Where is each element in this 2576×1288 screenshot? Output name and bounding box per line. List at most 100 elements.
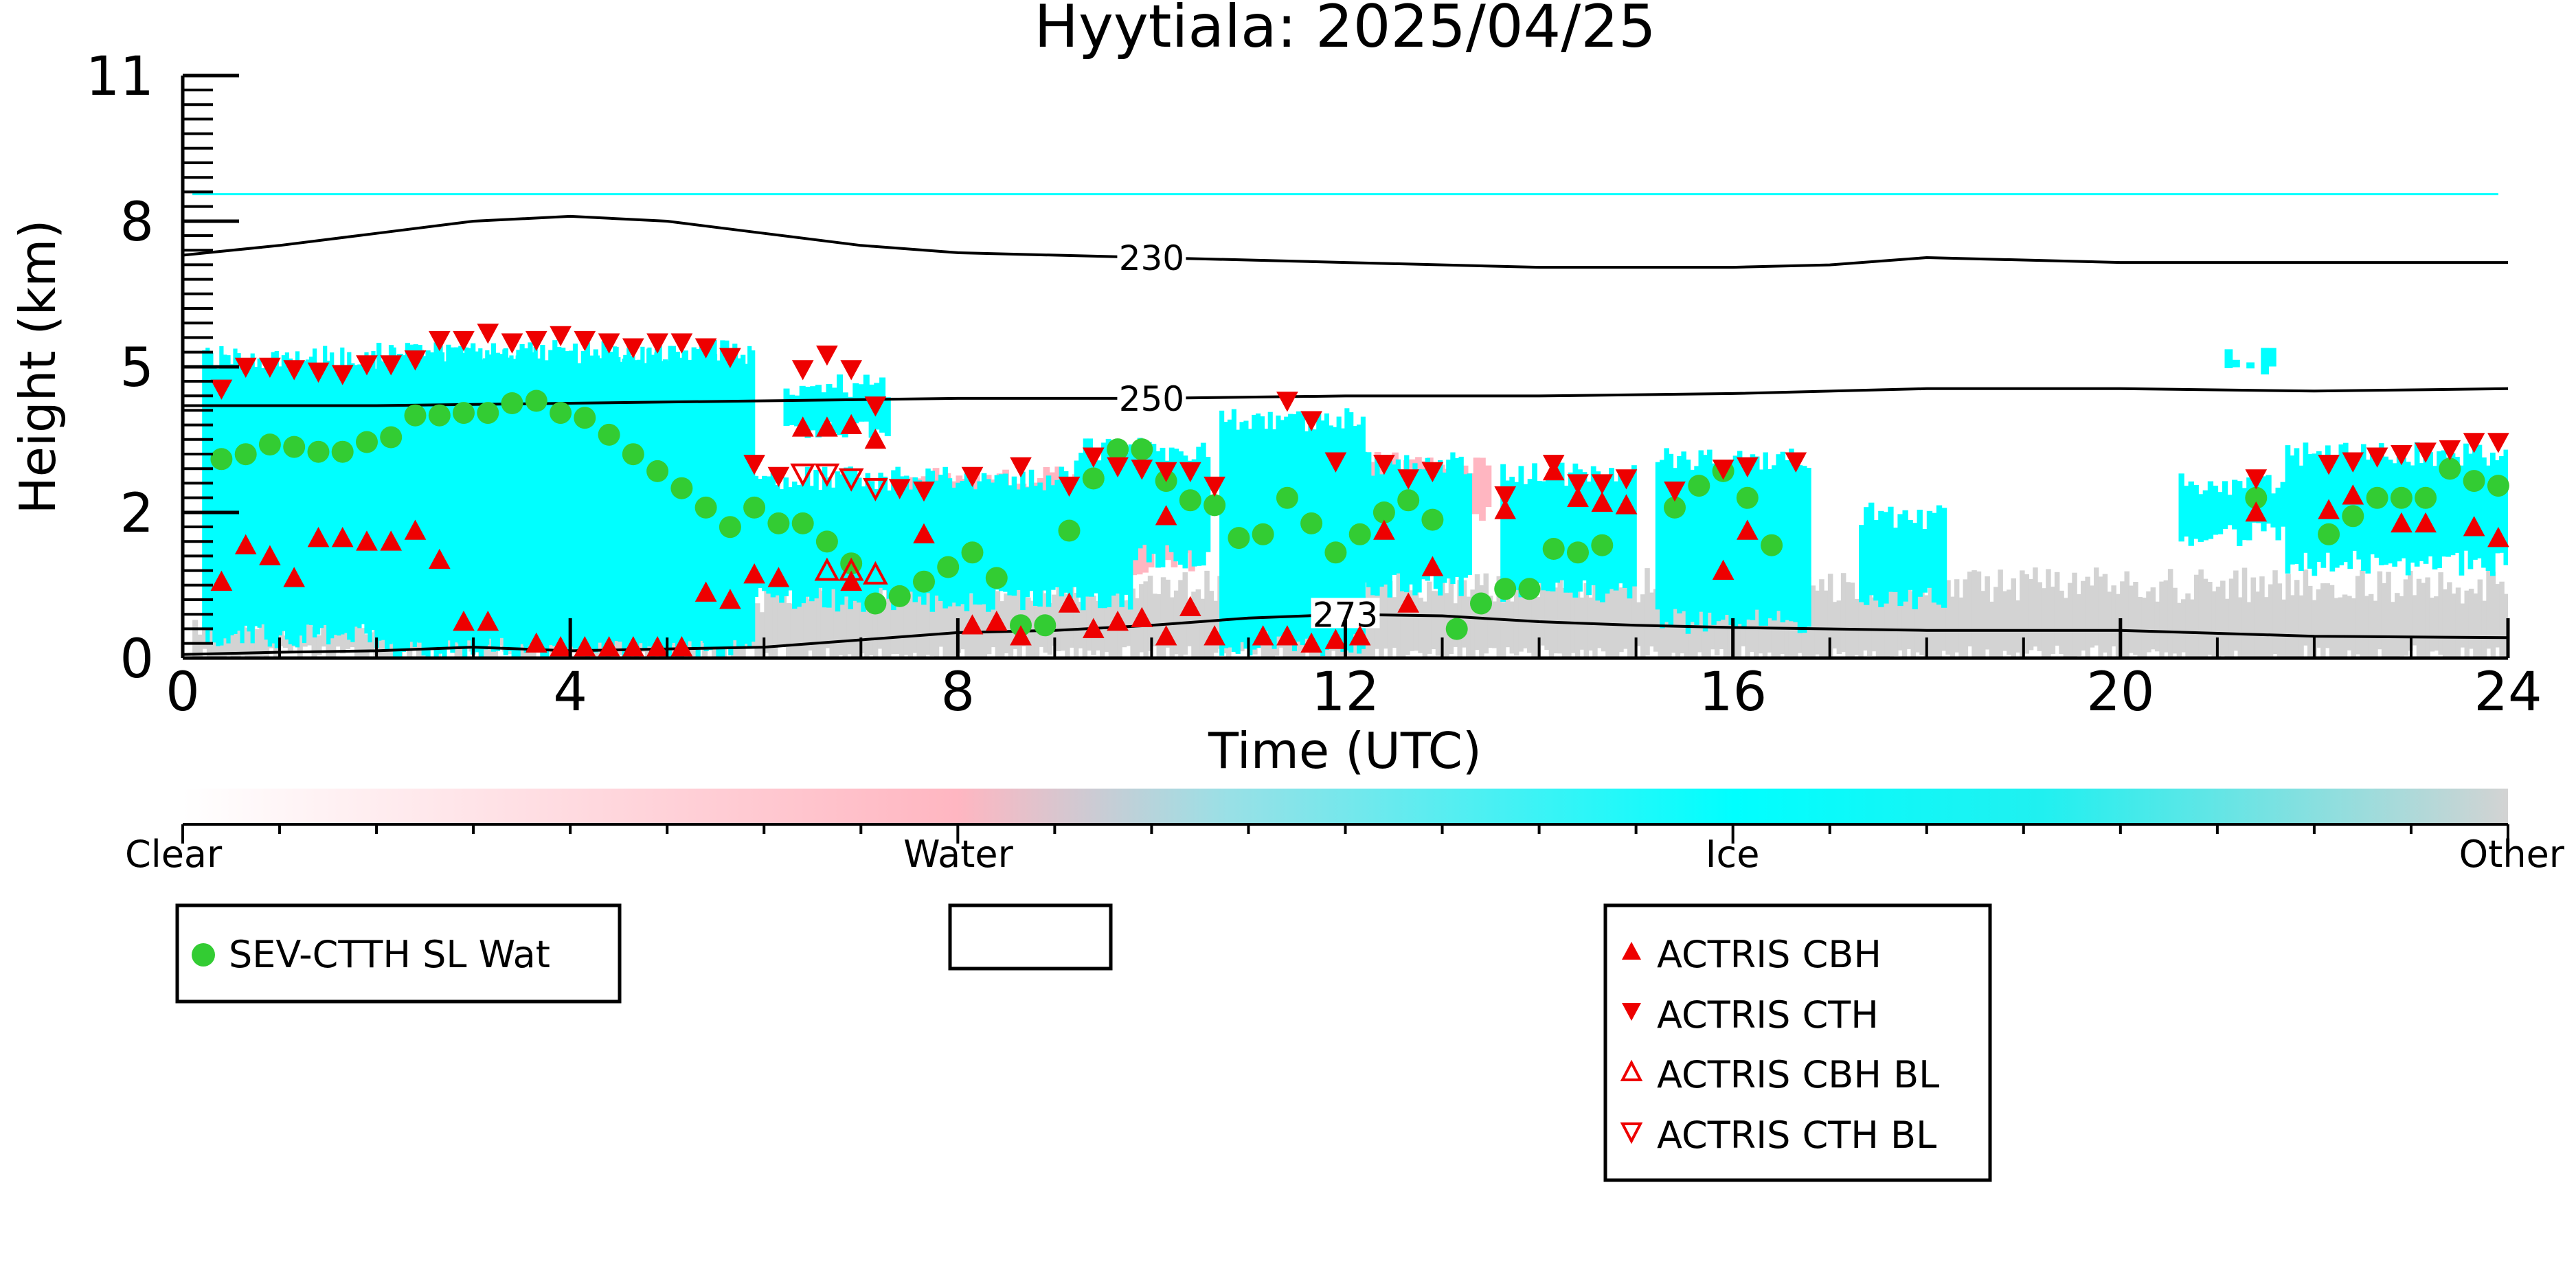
data-point [2415, 512, 2437, 533]
data-point [1324, 629, 1347, 649]
mask-ice-g [2178, 473, 2286, 546]
data-point [1373, 519, 1395, 540]
data-point [961, 614, 984, 635]
legend-cbh-bl-label: ACTRIS CBH BL [1657, 1053, 1939, 1096]
x-tick-label: 0 [166, 662, 200, 723]
data-point [670, 333, 693, 354]
data-point [356, 530, 378, 551]
contour-230 [183, 214, 2508, 269]
data-point [646, 636, 668, 657]
data-point [380, 530, 403, 551]
legend-sev-marker [192, 943, 215, 967]
y-tick-label: 2 [120, 483, 154, 545]
data-point [864, 592, 887, 615]
data-point [840, 570, 863, 591]
data-point [258, 433, 281, 456]
series-sev-ctth-sl-wat [210, 389, 2509, 640]
data-point [913, 570, 935, 593]
data-point [719, 516, 741, 539]
colorbar-label-other: Other [2459, 833, 2565, 876]
data-point [2439, 440, 2461, 461]
data-point [1252, 523, 1274, 545]
contour-label-bg [1117, 241, 1186, 271]
legend-cbh-marker [1622, 942, 1641, 960]
data-point [1494, 499, 1517, 519]
colorbar-ticks [181, 824, 2509, 844]
data-point [2318, 499, 2340, 519]
colorbar-label-clear: Clear [125, 833, 223, 876]
data-point [1228, 527, 1250, 550]
colorbar-label-water: Water [903, 833, 1013, 876]
data-point [1397, 489, 1420, 512]
data-point [598, 423, 620, 446]
data-point [937, 556, 960, 578]
data-point [2463, 516, 2485, 536]
data-point [1494, 578, 1517, 600]
data-point [1179, 489, 1201, 512]
data-point [307, 440, 330, 463]
data-point [1591, 534, 1614, 556]
data-point [2487, 475, 2509, 497]
data-point [283, 567, 306, 587]
data-point [1567, 474, 1589, 495]
data-point [453, 330, 475, 352]
data-point [1785, 452, 1807, 473]
x-axis-label: Time (UTC) [1208, 722, 1482, 780]
data-point [1664, 496, 1686, 519]
data-point [428, 330, 451, 352]
legend-sev: SEV-CTTH SL Wat [175, 903, 622, 1004]
phase-colorbar: Clear Water Ice Other [125, 789, 2565, 876]
data-point [694, 338, 717, 359]
data-point [1421, 508, 1444, 531]
data-point [1470, 592, 1492, 615]
data-point [1010, 457, 1032, 477]
data-point [550, 326, 572, 347]
data-point [1615, 469, 1638, 490]
data-point [2342, 505, 2364, 528]
legend-sev-frame [175, 903, 622, 1004]
data-point [404, 404, 427, 427]
colorbar-gradient [183, 789, 2508, 824]
data-point [1300, 632, 1322, 653]
data-point [2342, 484, 2364, 505]
data-point [404, 350, 427, 371]
data-point [525, 330, 547, 352]
data-point [1204, 625, 1225, 646]
data-point [1736, 519, 1759, 540]
data-point [283, 360, 306, 381]
data-point [1421, 556, 1444, 576]
y-tick-label: 5 [120, 337, 154, 399]
data-point [1542, 538, 1565, 560]
y-axis-label: Height (km) [9, 220, 67, 515]
data-point [259, 357, 281, 379]
data-point [913, 482, 935, 502]
data-point [356, 355, 378, 376]
contour-250 [183, 387, 2508, 407]
data-point [743, 563, 765, 584]
data-point [1058, 476, 1081, 497]
data-point [985, 567, 1008, 589]
x-tick-label: 16 [1699, 662, 1767, 723]
data-point [234, 443, 257, 466]
data-point [816, 416, 838, 437]
data-point [767, 512, 790, 534]
data-point [1107, 438, 1129, 461]
data-point [2390, 486, 2413, 509]
data-point [1300, 411, 1322, 431]
data-markers [210, 324, 2509, 657]
data-point [525, 632, 547, 653]
data-point [574, 330, 596, 352]
data-point [331, 365, 354, 385]
data-point [404, 519, 427, 540]
legend-sev-label: SEV-CTTH SL Wat [229, 933, 550, 976]
data-point [2487, 527, 2509, 547]
data-point [598, 636, 620, 657]
data-point [1372, 501, 1395, 523]
contour-label-bg [1117, 381, 1186, 412]
data-point [477, 324, 499, 344]
data-point [210, 448, 233, 471]
legend-cth-label: ACTRIS CTH [1657, 993, 1879, 1037]
data-point [2439, 457, 2461, 480]
x-minor-ticks [278, 637, 2413, 658]
data-point [2318, 523, 2340, 545]
